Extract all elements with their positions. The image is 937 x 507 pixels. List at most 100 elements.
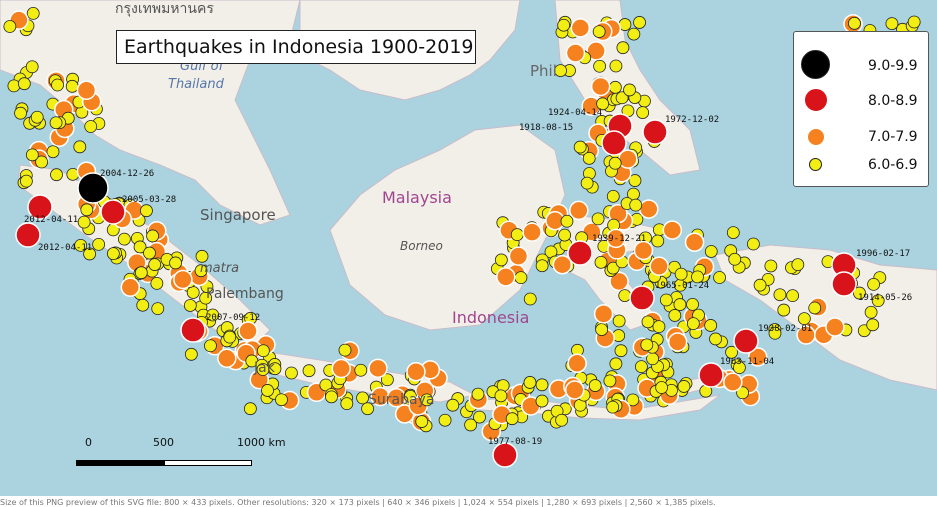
quake-marker-7 bbox=[565, 43, 586, 63]
quake-marker-7 bbox=[570, 18, 591, 38]
quake-marker-6 bbox=[655, 381, 669, 394]
quake-marker-6 bbox=[691, 270, 704, 284]
borneo-label: Borneo bbox=[400, 239, 443, 253]
earthquake-markers bbox=[3, 7, 921, 468]
earthquake-date-labels: 2004-12-26 2005-03-28 2012-04-11 2012-04-11… bbox=[24, 108, 912, 447]
quake-date-label: 1977-08-19 bbox=[488, 437, 542, 447]
quake-marker-6 bbox=[641, 315, 655, 329]
quake-date-label: 2012-04-11 bbox=[24, 215, 78, 225]
quake-marker-6 bbox=[195, 249, 209, 263]
quake-marker-6 bbox=[77, 215, 91, 229]
quake-marker-6 bbox=[674, 267, 688, 281]
quake-date-label: 1924-04-14 bbox=[548, 108, 602, 118]
map[interactable]: กรุงเทพมหานคร Gulf of Thailand Phil Sing… bbox=[0, 0, 937, 496]
legend-item-8: 8.0-8.9 bbox=[794, 88, 930, 120]
quake-marker-6 bbox=[356, 391, 369, 405]
quake-marker-6 bbox=[623, 83, 636, 97]
quake-marker-6 bbox=[73, 140, 87, 154]
quake-marker-8 bbox=[492, 442, 518, 468]
quake-marker-7 bbox=[649, 256, 669, 277]
quake-marker-6 bbox=[640, 338, 654, 352]
quake-marker-6 bbox=[438, 413, 452, 427]
quake-marker-6 bbox=[606, 400, 620, 414]
quake-marker-7 bbox=[825, 317, 845, 337]
quake-marker-6 bbox=[25, 60, 39, 74]
quake-marker-6 bbox=[593, 59, 607, 73]
quake-marker-6 bbox=[791, 258, 805, 272]
quake-marker-6 bbox=[786, 289, 800, 303]
quake-marker-6 bbox=[275, 393, 288, 407]
quake-marker-6 bbox=[618, 289, 632, 303]
quake-marker-6 bbox=[677, 380, 691, 393]
quake-marker-6 bbox=[46, 145, 60, 159]
legend-label-7: 7.0-7.9 bbox=[868, 129, 918, 145]
quake-marker-6 bbox=[652, 320, 666, 334]
legend-item-6: 6.0-6.9 bbox=[794, 155, 930, 185]
quake-marker-6 bbox=[84, 120, 98, 133]
quake-date-label: 2007-09-12 bbox=[206, 313, 260, 323]
quake-marker-6 bbox=[746, 237, 760, 251]
quake-marker-6 bbox=[65, 79, 79, 93]
quake-marker-6 bbox=[186, 286, 200, 299]
quake-marker-7 bbox=[552, 254, 573, 275]
quake-marker-6 bbox=[560, 214, 574, 228]
quake-marker-7 bbox=[662, 220, 683, 240]
palembang-label: Palembang bbox=[206, 286, 284, 302]
quake-marker-6 bbox=[14, 106, 27, 120]
quake-marker-8 bbox=[698, 362, 724, 388]
quake-marker-6 bbox=[636, 106, 650, 119]
legend-swatch-9 bbox=[801, 50, 830, 79]
quake-marker-6 bbox=[615, 91, 629, 105]
quake-marker-6 bbox=[609, 357, 623, 371]
quake-marker-6 bbox=[25, 148, 39, 162]
quake-marker-6 bbox=[361, 402, 374, 416]
quake-marker-7 bbox=[606, 228, 626, 249]
quake-marker-7 bbox=[667, 332, 688, 352]
quake-marker-6 bbox=[871, 294, 885, 308]
quake-date-label: 1963-11-04 bbox=[720, 357, 774, 367]
quake-marker-6 bbox=[668, 309, 682, 322]
quake-marker-8 bbox=[733, 328, 759, 354]
quake-marker-6 bbox=[596, 97, 610, 111]
quake-marker-6 bbox=[256, 344, 270, 358]
quake-marker-7 bbox=[331, 358, 351, 379]
quake-marker-6 bbox=[907, 15, 921, 29]
quake-marker-6 bbox=[582, 151, 596, 165]
quake-marker-6 bbox=[49, 116, 63, 130]
quake-marker-6 bbox=[616, 41, 630, 55]
scale-segment-2 bbox=[164, 460, 252, 466]
quake-marker-6 bbox=[151, 302, 165, 316]
legend-swatch-8 bbox=[804, 88, 828, 112]
quake-marker-6 bbox=[223, 330, 237, 344]
scale-bar: 0 500 1000 km bbox=[76, 436, 286, 476]
quake-marker-7 bbox=[120, 277, 141, 297]
magnitude-legend: 9.0-9.9 8.0-8.9 7.0-7.9 6.0-6.9 bbox=[793, 31, 929, 187]
quake-marker-6 bbox=[554, 64, 567, 77]
quake-date-label: 1918-08-15 bbox=[519, 123, 573, 133]
quake-marker-6 bbox=[591, 212, 605, 226]
quake-marker-7 bbox=[406, 361, 426, 382]
quake-marker-8 bbox=[642, 119, 668, 145]
quake-marker-7 bbox=[522, 222, 542, 242]
quake-marker-6 bbox=[473, 410, 486, 424]
quake-marker-6 bbox=[285, 366, 298, 380]
quake-date-label: 1965-01-24 bbox=[655, 281, 709, 291]
quake-marker-6 bbox=[510, 228, 524, 242]
quake-marker-8 bbox=[629, 285, 655, 311]
quake-marker-6 bbox=[50, 168, 63, 182]
quake-marker-6 bbox=[608, 156, 622, 170]
quake-marker-6 bbox=[30, 110, 44, 124]
map-title: Earthquakes in Indonesia 1900-2019 bbox=[116, 30, 476, 64]
quake-marker-6 bbox=[626, 393, 640, 407]
quake-marker-6 bbox=[523, 292, 537, 306]
map-canvas: กรุงเทพมหานคร Gulf of Thailand Phil Sing… bbox=[0, 0, 937, 468]
quake-date-label: 2012-04-11 bbox=[38, 243, 92, 253]
quake-date-label: 1996-02-17 bbox=[856, 249, 910, 259]
quake-marker-6 bbox=[354, 363, 368, 377]
quake-marker-6 bbox=[777, 303, 791, 317]
quake-marker-6 bbox=[204, 339, 217, 353]
quake-marker-6 bbox=[627, 27, 641, 41]
quake-marker-6 bbox=[603, 374, 617, 388]
quake-marker-6 bbox=[3, 20, 17, 33]
legend-label-8: 8.0-8.9 bbox=[868, 93, 918, 109]
